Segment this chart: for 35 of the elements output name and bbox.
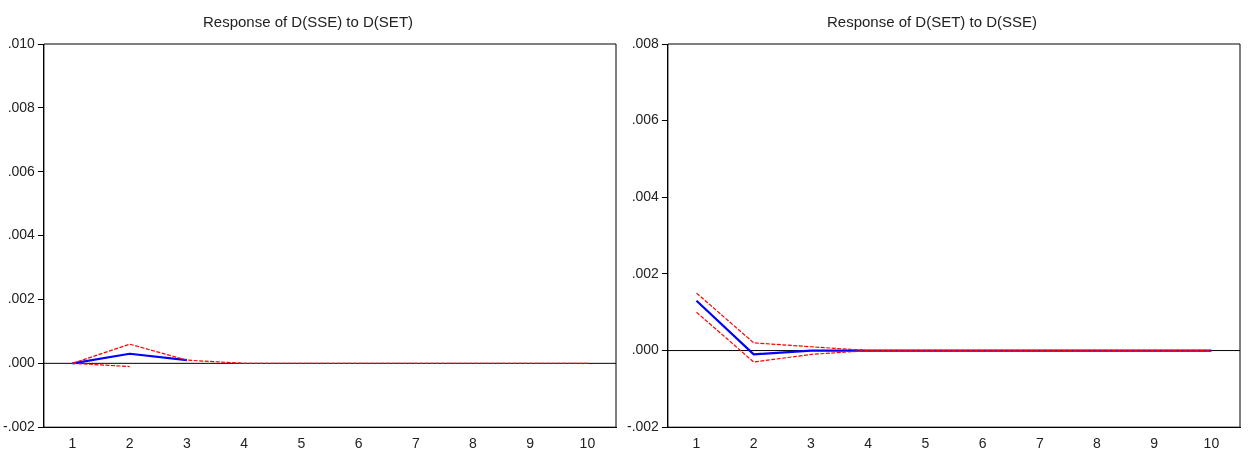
- y-tick-label: .002: [631, 264, 660, 281]
- y-tick-label: .004: [631, 188, 660, 205]
- x-tick-label: 10: [1203, 435, 1220, 452]
- y-tick-label: .006: [631, 111, 660, 128]
- x-tick-label: 6: [978, 435, 987, 452]
- y-tick-label: .000: [7, 354, 36, 371]
- y-tick-label: .006: [7, 162, 36, 179]
- x-tick-label: 6: [354, 435, 363, 452]
- y-tick-label: .000: [631, 341, 660, 358]
- y-tick-label: -.002: [626, 418, 660, 435]
- x-tick-label: 5: [297, 435, 306, 452]
- x-tick-label: 7: [411, 435, 420, 452]
- x-tick-label: 7: [1035, 435, 1044, 452]
- x-tick-label: 3: [807, 435, 816, 452]
- y-tick-label: -.002: [2, 418, 36, 435]
- chart-title: Response of D(SSE) to D(SET): [202, 13, 414, 31]
- x-tick-label: 8: [469, 435, 478, 452]
- y-tick-label: .008: [631, 34, 660, 51]
- x-tick-label: 2: [125, 435, 134, 452]
- x-tick-label: 8: [1093, 435, 1102, 452]
- x-tick-label: 10: [579, 435, 596, 452]
- x-tick-label: 9: [526, 435, 535, 452]
- y-tick-label: .008: [7, 98, 36, 115]
- x-tick-label: 9: [1150, 435, 1159, 452]
- y-tick-label: .002: [7, 290, 36, 307]
- x-tick-label: 4: [864, 435, 873, 452]
- x-tick-label: 2: [749, 435, 758, 452]
- y-tick-label: .004: [7, 226, 36, 243]
- x-tick-label: 4: [240, 435, 249, 452]
- x-tick-label: 1: [692, 435, 701, 452]
- y-tick-label: .010: [7, 34, 36, 51]
- x-tick-label: 1: [68, 435, 77, 452]
- x-tick-label: 3: [183, 435, 192, 452]
- chart-title: Response of D(SET) to D(SSE): [826, 13, 1038, 31]
- x-tick-label: 5: [921, 435, 930, 452]
